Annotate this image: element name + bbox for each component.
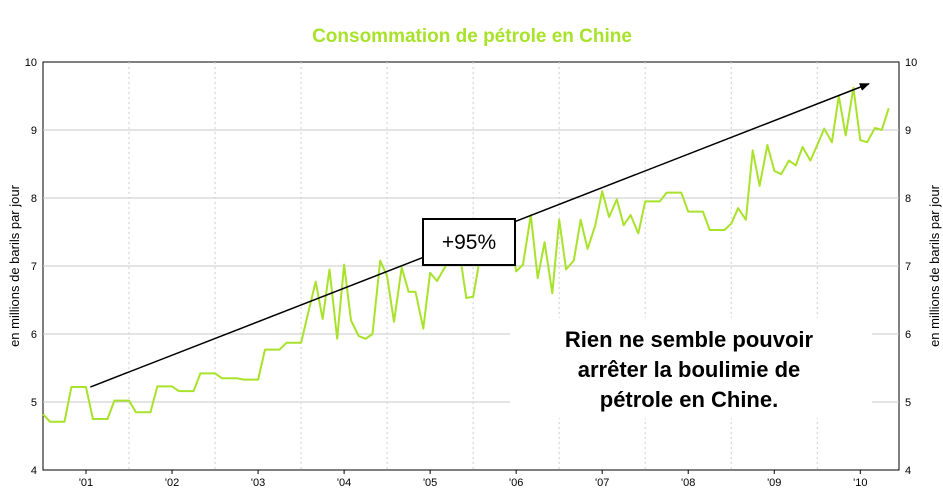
y-tick-label-left: 10 — [25, 57, 37, 69]
y-tick-label-right: 7 — [905, 261, 911, 273]
x-tick-label: '05 — [423, 477, 437, 489]
y-tick-label-right: 9 — [905, 125, 911, 137]
annotation-box — [422, 218, 516, 266]
y-tick-label-left: 5 — [31, 397, 37, 409]
series-layer — [42, 86, 890, 423]
y-tick-label-left: 4 — [31, 465, 37, 477]
comment-line-3: pétrole en Chine. — [600, 387, 778, 412]
axis-ticks: 4 4 5 5 6 6 7 7 8 8 9 9 10 10 '01 '02 '03 '04 '05 '06 '07 '08… — [25, 57, 918, 489]
x-tick-label: '02 — [165, 477, 179, 489]
y-tick-label-right: 6 — [905, 329, 911, 341]
y-tick-label-right: 8 — [905, 193, 911, 205]
comment-background — [510, 318, 872, 418]
y-tick-label-right: 5 — [905, 397, 911, 409]
x-tick-label: '03 — [251, 477, 265, 489]
x-tick-label: '08 — [681, 477, 695, 489]
comment-line-2: arrêter la boulimie de — [578, 357, 801, 382]
y-tick-label-right: 4 — [905, 465, 911, 477]
series-line — [42, 86, 890, 423]
x-tick-label: '10 — [853, 477, 867, 489]
y-axis-title-right: en millions de barils par jour — [927, 184, 942, 347]
y-tick-label-left: 9 — [31, 125, 37, 137]
x-tick-label: '04 — [337, 477, 351, 489]
annotation: +95% — [90, 83, 870, 388]
y-axis-title-left: en millions de barils par jour — [7, 184, 22, 347]
y-tick-label-left: 6 — [31, 329, 37, 341]
y-tick-label-right: 10 — [905, 57, 917, 69]
comment-line-1: Rien ne semble pouvoir — [565, 327, 814, 352]
y-tick-label-left: 7 — [31, 261, 37, 273]
y-tick-label-left: 8 — [31, 193, 37, 205]
annotation-label: +95% — [442, 231, 496, 254]
x-tick-label: '07 — [595, 477, 609, 489]
x-tick-label: '09 — [767, 477, 781, 489]
chart-title: Consommation de pétrole en Chine — [312, 26, 632, 47]
x-tick-label: '06 — [509, 477, 523, 489]
x-tick-label: '01 — [79, 477, 93, 489]
comment-text: Rien ne semble pouvoir arrêter la boulim… — [510, 318, 872, 418]
